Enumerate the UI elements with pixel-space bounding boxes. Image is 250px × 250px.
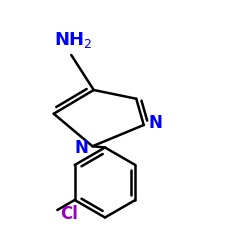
Text: NH$_2$: NH$_2$: [54, 30, 93, 50]
Text: N: N: [74, 139, 88, 157]
Text: Cl: Cl: [60, 205, 78, 223]
Text: N: N: [148, 114, 162, 132]
